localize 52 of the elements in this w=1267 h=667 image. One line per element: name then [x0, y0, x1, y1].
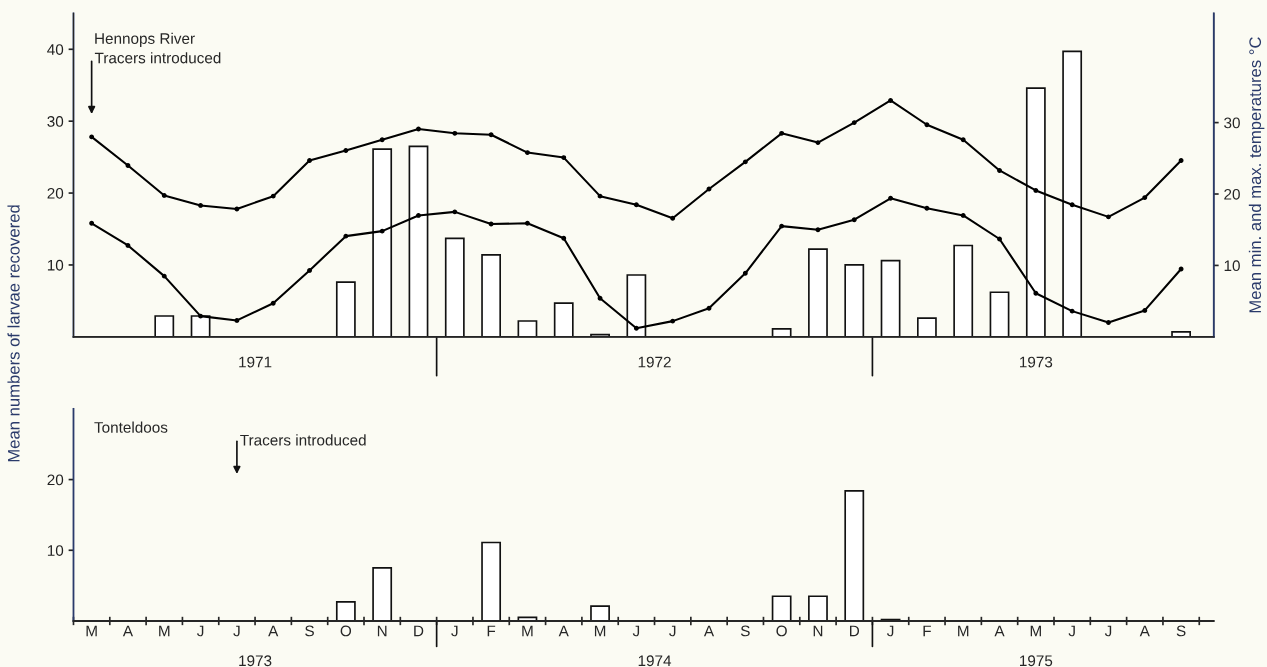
x-tick-label: J: [669, 625, 676, 637]
x-tick-label: J: [233, 625, 240, 637]
x-tick-label: A: [994, 625, 1005, 637]
x-tick-label: A: [122, 625, 134, 637]
x-tick-label: S: [740, 625, 750, 637]
y-tick-label: 20: [47, 474, 64, 486]
text: 1973: [1020, 356, 1053, 368]
x-tick-label: M: [159, 625, 170, 637]
y-axis-title: Mean numbers of larvae recovered: [7, 205, 20, 462]
text: 1971: [239, 356, 272, 368]
x-tick-label: O: [776, 625, 787, 637]
text: 1973: [239, 655, 272, 667]
x-tick-label: J: [451, 625, 458, 637]
x-tick-label: J: [1104, 625, 1112, 637]
annotation: Tracers introduced: [94, 52, 221, 64]
text: 1975: [1020, 655, 1053, 667]
x-tick-label: J: [197, 625, 204, 637]
text: 1974: [638, 655, 672, 667]
y2-tick-label: 10: [1224, 260, 1240, 272]
x-tick-label: F: [923, 625, 931, 637]
annotation: Tracers introduced: [240, 434, 366, 446]
x-tick-label: A: [703, 625, 715, 637]
x-tick-label: A: [1139, 625, 1150, 637]
x-tick-label: J: [1068, 625, 1075, 637]
x-tick-label: A: [558, 625, 569, 637]
x-tick-label: O: [340, 625, 352, 637]
x-tick-label: A: [268, 625, 279, 637]
y2-axis-title: Mean min. and max. temperatures °C: [1248, 37, 1265, 313]
x-tick-label: D: [850, 625, 860, 637]
text: Tonteldoos: [94, 421, 168, 433]
x-tick-label: M: [1030, 625, 1041, 637]
x-tick-label: M: [522, 625, 533, 637]
x-tick-label: J: [887, 625, 894, 637]
y-tick-label: 20: [47, 187, 64, 199]
x-tick-label: M: [958, 625, 969, 637]
y-tick-label: 40: [47, 44, 64, 55]
text: Hennops River: [95, 32, 195, 47]
x-tick-label: D: [414, 625, 424, 637]
x-tick-label: J: [632, 625, 640, 637]
x-tick-label: S: [1176, 625, 1186, 637]
x-tick-label: F: [487, 625, 496, 637]
x-tick-label: N: [377, 625, 387, 637]
y-tick-label: 30: [47, 116, 64, 127]
text: 1972: [638, 356, 671, 368]
x-tick-label: S: [305, 625, 314, 637]
x-tick-label: M: [594, 625, 606, 637]
x-tick-label: N: [813, 625, 823, 637]
y-tick-label: 10: [47, 545, 64, 556]
y2-tick-label: 20: [1224, 188, 1240, 200]
y-tick-label: 10: [47, 259, 64, 271]
y2-tick-label: 30: [1224, 117, 1240, 129]
x-tick-label: M: [86, 625, 97, 637]
